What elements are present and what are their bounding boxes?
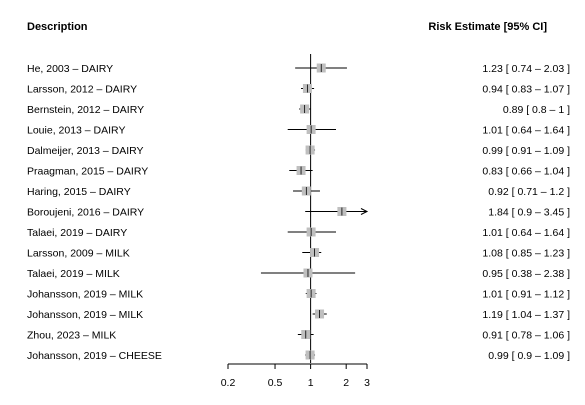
- x-axis: 0.2 0.5 1 2 3: [221, 363, 370, 389]
- risk-estimate-text: 1.01 [ 0.91 – 1.12 ]: [482, 289, 570, 301]
- risk-estimate-text: 1.84 [ 0.9 – 3.45 ]: [488, 207, 570, 219]
- study-label: Johansson, 2019 – CHEESE: [27, 350, 162, 362]
- study-label: Larsson, 2009 – MILK: [27, 248, 130, 260]
- study-label: Zhou, 2023 – MILK: [27, 330, 116, 342]
- risk-estimate-text: 1.08 [ 0.85 – 1.23 ]: [482, 248, 570, 260]
- description-header: Description: [27, 21, 88, 33]
- study-label: Larsson, 2012 – DAIRY: [27, 84, 137, 96]
- x-tick-label: 0.5: [268, 377, 283, 389]
- x-tick-label: 3: [364, 377, 370, 389]
- risk-estimate-text: 0.99 [ 0.9 – 1.09 ]: [488, 350, 570, 362]
- study-label: He, 2003 – DAIRY: [27, 63, 113, 75]
- study-label: Haring, 2015 – DAIRY: [27, 186, 131, 198]
- study-label: Praagman, 2015 – DAIRY: [27, 166, 148, 178]
- risk-estimate-text: 1.23 [ 0.74 – 2.03 ]: [482, 63, 570, 75]
- risk-estimate-text: 0.99 [ 0.91 – 1.09 ]: [482, 145, 570, 157]
- risk-estimate-text: 1.01 [ 0.64 – 1.64 ]: [482, 125, 570, 137]
- study-label: Johansson, 2019 – MILK: [27, 289, 143, 301]
- risk-estimate-text: 1.19 [ 1.04 – 1.37 ]: [482, 309, 570, 321]
- risk-estimate-text: 0.83 [ 0.66 – 1.04 ]: [482, 166, 570, 178]
- study-label: Talaei, 2019 – MILK: [27, 268, 120, 280]
- study-label: Louie, 2013 – DAIRY: [27, 125, 125, 137]
- risk-estimate-text: 1.01 [ 0.64 – 1.64 ]: [482, 227, 570, 239]
- x-tick-label: 2: [343, 377, 349, 389]
- risk-estimate-text: 0.94 [ 0.83 – 1.07 ]: [482, 84, 570, 96]
- study-label: Johansson, 2019 – MILK: [27, 309, 143, 321]
- x-tick-label: 0.2: [221, 377, 236, 389]
- study-label: Dalmeijer, 2013 – DAIRY: [27, 145, 144, 157]
- study-rows: He, 2003 – DAIRY 1.23 [ 0.74 – 2.03 ] Lars…: [27, 54, 570, 363]
- risk-estimate-text: 0.89 [ 0.8 – 1 ]: [503, 104, 570, 116]
- risk-estimate-text: 0.95 [ 0.38 – 2.38 ]: [482, 268, 570, 280]
- study-label: Bernstein, 2012 – DAIRY: [27, 104, 144, 116]
- x-tick-label: 1: [308, 377, 314, 389]
- risk-estimate-text: 0.91 [ 0.78 – 1.06 ]: [482, 330, 570, 342]
- risk-estimate-text: 0.92 [ 0.71 – 1.2 ]: [488, 186, 570, 198]
- study-label: Talaei, 2019 – DAIRY: [27, 227, 127, 239]
- ci-truncation-arrow: [360, 208, 369, 215]
- risk-estimate-header: Risk Estimate [95% CI]: [428, 21, 547, 33]
- study-label: Boroujeni, 2016 – DAIRY: [27, 207, 144, 219]
